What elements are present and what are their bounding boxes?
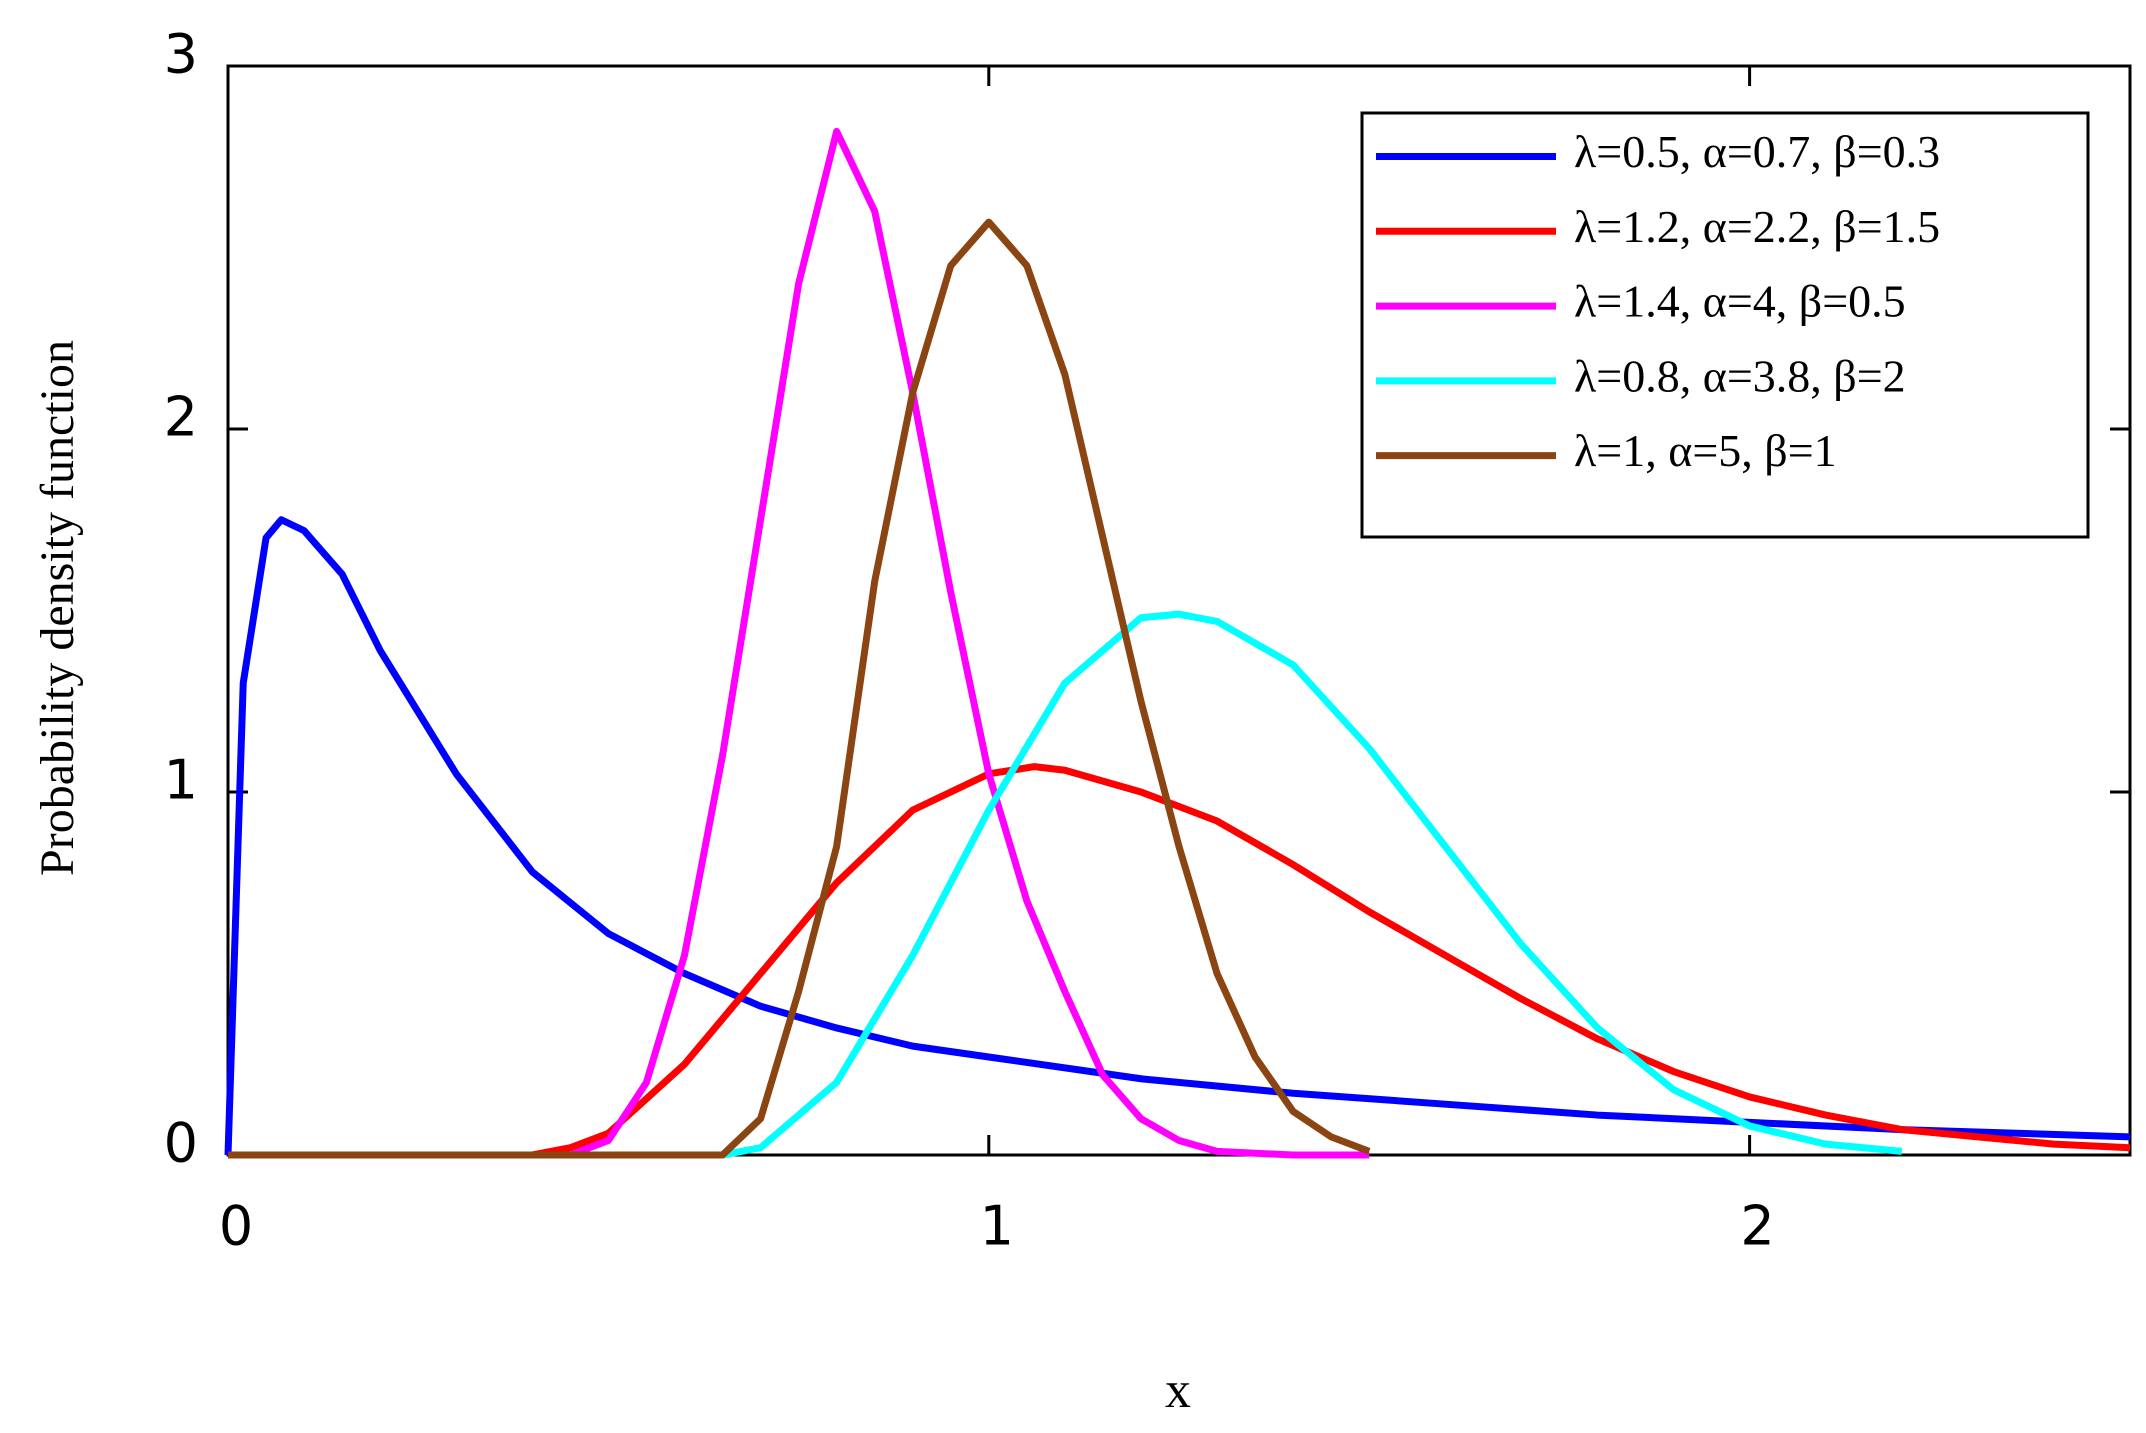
legend-label: λ=1, α=5, β=1 [1574, 425, 1837, 476]
legend-label: λ=1.2, α=2.2, β=1.5 [1574, 201, 1940, 252]
legend-label: λ=0.8, α=3.8, β=2 [1574, 350, 1906, 401]
y-axis-label: Probability density function [31, 340, 84, 876]
x-tick-label: 2 [1740, 1195, 1774, 1258]
x-tick-label: 1 [980, 1195, 1014, 1258]
series-line [228, 763, 2131, 1159]
legend-box [1360, 111, 2090, 539]
x-tick-label: 0 [219, 1195, 253, 1258]
y-tick-label: 2 [164, 386, 198, 449]
x-axis-label: x [1165, 1362, 1191, 1419]
y-tick-label: 0 [164, 1112, 198, 1175]
series-line [224, 516, 2131, 1156]
legend: λ=0.5, α=0.7, β=0.3 λ=1.2, α=2.2, β=1.5 λ=… [1360, 111, 2090, 539]
y-tick-label: 3 [164, 23, 198, 86]
legend-label: λ=0.5, α=0.7, β=0.3 [1574, 126, 1940, 177]
plot-frame [226, 64, 2132, 1157]
series-line [228, 218, 1371, 1159]
series-line [721, 610, 1903, 1159]
legend-label: λ=1.4, α=4, β=0.5 [1574, 276, 1906, 327]
y-tick-label: 1 [164, 749, 198, 812]
